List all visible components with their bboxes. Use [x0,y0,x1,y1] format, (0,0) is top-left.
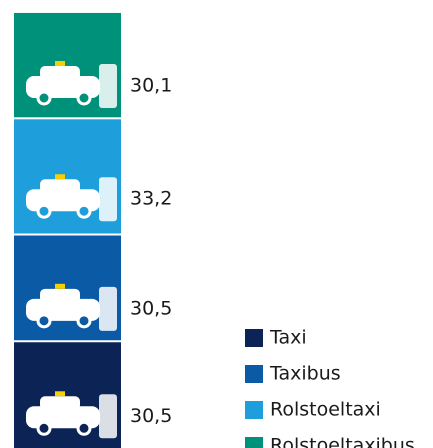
legend-swatch [245,437,263,448]
value-label: 30,5 [130,405,172,427]
vehicle-icon [26,283,117,331]
icon-wheel [76,313,92,329]
icon-roof [40,396,80,411]
icon-roof [40,288,80,303]
icon-wheel [76,90,92,106]
vehicle-icon [26,60,117,108]
icon-wheel [76,420,92,436]
icon-wheel [36,313,52,329]
legend-swatch [245,329,263,347]
icon-stripe [99,286,117,331]
icon-stripe [99,394,117,439]
icon-sign [55,283,65,289]
value-label: 30,1 [130,74,172,96]
icon-sign [55,60,65,66]
icon-roof [40,179,80,194]
icon-sign [55,391,65,397]
icon-stripe [99,63,117,108]
legend-label: Rolstoeltaxi [270,399,381,421]
legend-swatch [245,401,263,419]
value-label: 33,2 [130,188,172,210]
icon-wheel [36,420,52,436]
icon-sign [55,174,65,180]
icon-roof [40,65,80,80]
legend-label: Taxi [269,327,307,349]
vehicle-icon [26,391,117,439]
icon-wheel [76,203,92,219]
legend-label: Rolstoeltaxibus [270,435,415,448]
value-label: 30,5 [130,297,172,319]
vehicle-icon [26,174,117,222]
icon-wheel [36,90,52,106]
icon-stripe [99,177,117,222]
legend-swatch [245,365,263,383]
icon-wheel [36,203,52,219]
legend-label: Taxibus [269,363,341,385]
